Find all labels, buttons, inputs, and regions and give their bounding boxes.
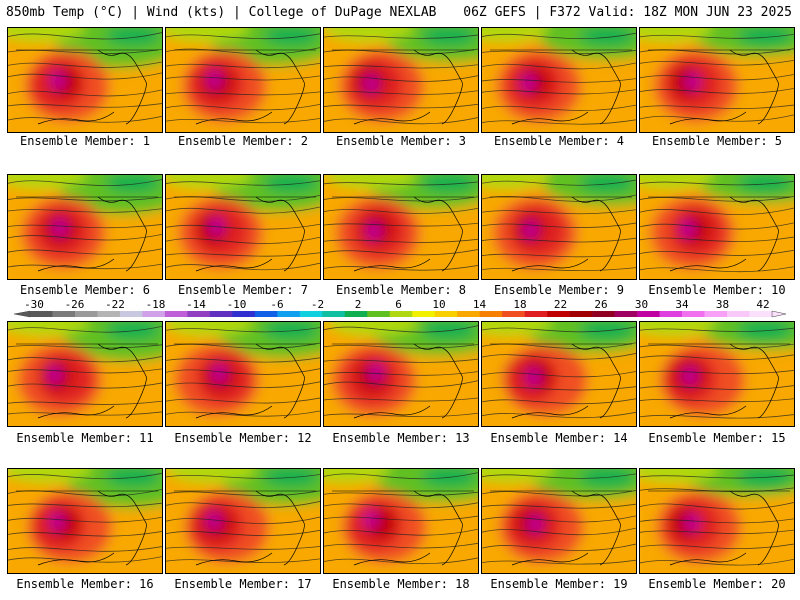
colorbar-tick-label: 30 [635,299,648,311]
ensemble-member-map [7,27,163,133]
ensemble-member-map [639,174,795,280]
colorbar-swatch [389,311,413,317]
colorbar-swatch [524,311,548,317]
member-label: Ensemble Member: 13 [332,431,470,445]
colorbar-swatch [277,311,301,317]
colorbar-tick-label: -6 [270,299,283,311]
ensemble-member-map [481,468,637,574]
colorbar-tick-label: -22 [105,299,125,311]
colorbar-swatch [659,311,683,317]
member-label: Ensemble Member: 17 [174,577,312,591]
member-label: Ensemble Member: 3 [335,134,467,148]
ensemble-member-map [639,27,795,133]
colorbar-swatch [299,311,323,317]
ensemble-member-map [639,468,795,574]
colorbar-tick-label: 6 [395,299,402,311]
colorbar-tick-label: -14 [186,299,206,311]
ensemble-member-map [165,468,321,574]
colorbar-tick-label: -18 [146,299,166,311]
colorbar-min-arrow [13,310,31,318]
run-valid-time: 06Z GEFS | F372 Valid: 18Z MON JUN 23 20… [463,5,792,20]
colorbar-swatch [637,311,660,317]
member-label: Ensemble Member: 11 [16,431,154,445]
colorbar-swatch [97,311,121,317]
colorbar-swatch [164,311,188,317]
colorbar-tick-label: 22 [554,299,567,311]
ensemble-member-map [481,321,637,427]
colorbar-swatch [119,311,143,317]
member-label: Ensemble Member: 20 [648,577,786,591]
chart-title: 850mb Temp (°C) | Wind (kts) | College o… [6,5,437,20]
colorbar-swatch [614,311,638,317]
ensemble-member-map [323,468,479,574]
colorbar-tick-label: -2 [311,299,324,311]
member-label: Ensemble Member: 12 [174,431,312,445]
colorbar-swatch [322,311,346,317]
ensemble-member-map [481,174,637,280]
colorbar-swatch [682,311,705,317]
member-label: Ensemble Member: 4 [493,134,625,148]
colorbar-swatch [254,311,278,317]
colorbar-tick-label: -10 [227,299,247,311]
colorbar-tick-label: 26 [594,299,607,311]
colorbar-swatch [727,311,750,317]
ensemble-member-map [7,468,163,574]
colorbar-max-arrow [771,310,787,318]
colorbar-tick-label: 10 [432,299,445,311]
member-label: Ensemble Member: 7 [177,283,309,297]
colorbar-swatch [232,311,256,317]
colorbar-swatch [187,311,211,317]
colorbar-swatch [142,311,166,317]
member-label: Ensemble Member: 18 [332,577,470,591]
ensemble-member-map [323,27,479,133]
member-label: Ensemble Member: 9 [493,283,625,297]
colorbar-swatch [367,311,391,317]
ensemble-member-map [323,321,479,427]
colorbar-swatch [502,311,525,317]
colorbar-swatch [344,311,368,317]
colorbar-swatch [412,311,436,317]
colorbar-swatch [209,311,233,317]
member-label: Ensemble Member: 19 [490,577,628,591]
ensemble-member-map [165,321,321,427]
colorbar-swatch [52,311,76,317]
ensemble-member-map [165,27,321,133]
member-label: Ensemble Member: 1 [19,134,151,148]
member-label: Ensemble Member: 10 [648,283,786,297]
member-label: Ensemble Member: 14 [490,431,628,445]
colorbar-tick-label: 14 [473,299,487,311]
ensemble-member-map [639,321,795,427]
ensemble-member-map [323,174,479,280]
colorbar-tick-label: 34 [675,299,689,311]
member-label: Ensemble Member: 2 [177,134,309,148]
colorbar-swatch [569,311,593,317]
colorbar-tick-label: 18 [513,299,526,311]
member-label: Ensemble Member: 16 [16,577,154,591]
colorbar-swatch [749,311,773,317]
member-label: Ensemble Member: 6 [19,283,151,297]
colorbar-tick-label: -30 [24,299,44,311]
colorbar-tick-label: 38 [716,299,729,311]
colorbar-swatch [592,311,615,317]
ensemble-member-map [7,321,163,427]
member-label: Ensemble Member: 15 [648,431,786,445]
member-label: Ensemble Member: 5 [651,134,783,148]
temperature-colorbar: -30 -26 -22 -18 -14 -10 -6 -2 2 6 10 14 18 22 26 30 34 38… [13,299,787,318]
colorbar-swatch [434,311,458,317]
colorbar-swatch [30,311,53,317]
ensemble-member-map [481,27,637,133]
colorbar-swatch [547,311,570,317]
ensemble-member-map [7,174,163,280]
colorbar-swatch [74,311,98,317]
colorbar-tick-label: -26 [65,299,85,311]
colorbar-tick-label: 42 [756,299,769,311]
ensemble-member-map [165,174,321,280]
colorbar-tick-label: 2 [355,299,362,311]
member-label: Ensemble Member: 8 [335,283,467,297]
colorbar-swatch [457,311,480,317]
colorbar-swatch [479,311,503,317]
colorbar-swatch [704,311,728,317]
